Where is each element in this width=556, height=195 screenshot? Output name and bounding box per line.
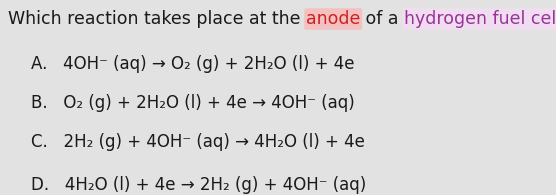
Text: C.   2H₂ (g) + 4OH⁻ (aq) → 4H₂O (l) + 4e: C. 2H₂ (g) + 4OH⁻ (aq) → 4H₂O (l) + 4e bbox=[31, 133, 364, 151]
Text: B.   O₂ (g) + 2H₂O (l) + 4e → 4OH⁻ (aq): B. O₂ (g) + 2H₂O (l) + 4e → 4OH⁻ (aq) bbox=[31, 94, 354, 112]
Text: Which reaction takes place at the: Which reaction takes place at the bbox=[8, 10, 306, 28]
Text: anode: anode bbox=[306, 10, 360, 28]
Text: of a: of a bbox=[360, 10, 404, 28]
Text: D.   4H₂O (l) + 4e → 2H₂ (g) + 4OH⁻ (aq): D. 4H₂O (l) + 4e → 2H₂ (g) + 4OH⁻ (aq) bbox=[31, 176, 366, 193]
Text: A.   4OH⁻ (aq) → O₂ (g) + 2H₂O (l) + 4e: A. 4OH⁻ (aq) → O₂ (g) + 2H₂O (l) + 4e bbox=[31, 55, 354, 73]
Text: hydrogen fuel cell?: hydrogen fuel cell? bbox=[404, 10, 556, 28]
